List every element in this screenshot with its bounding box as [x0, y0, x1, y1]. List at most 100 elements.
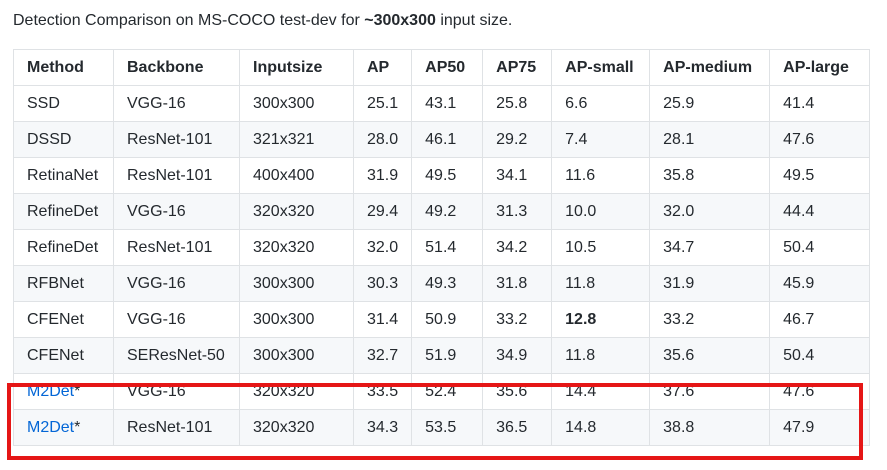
ap-large-cell: 50.4	[769, 337, 871, 374]
ap-cell: 30.3	[352, 265, 413, 302]
table-row: M2Det* VGG-16 320x320 33.5 52.4 35.6 14.4 37.6 4…	[13, 373, 871, 410]
ap-small-cell: 11.8	[551, 337, 651, 374]
ap-cell: 32.7	[352, 337, 413, 374]
ap-medium-cell: 32.0	[649, 193, 771, 230]
backbone-cell: ResNet-101	[113, 157, 240, 194]
ap-large-cell: 47.9	[769, 409, 871, 446]
backbone-cell: VGG-16	[113, 301, 240, 338]
inputsize-cell: 300x300	[239, 85, 354, 122]
backbone-cell: ResNet-101	[113, 121, 240, 158]
method-name: DSSD	[27, 130, 72, 148]
ap-medium-cell: 38.8	[649, 409, 771, 446]
method-cell: CFENet	[13, 337, 114, 374]
ap-small-cell: 14.8	[551, 409, 651, 446]
method-cell: RFBNet	[13, 265, 114, 302]
ap-large-cell: 47.6	[769, 121, 871, 158]
ap-cell: 28.0	[352, 121, 413, 158]
inputsize-cell: 320x320	[239, 373, 354, 410]
ap50-cell: 50.9	[411, 301, 484, 338]
method-name: SSD	[27, 94, 60, 112]
backbone-cell: VGG-16	[113, 373, 240, 410]
ap-medium-cell: 35.8	[649, 157, 771, 194]
column-header: Method	[13, 49, 114, 86]
table-row: RFBNet VGG-16 300x300 30.3 49.3 31.8 11.8 31.9 4…	[13, 265, 871, 302]
inputsize-cell: 400x400	[239, 157, 354, 194]
column-header: AP	[352, 49, 413, 86]
column-header: Inputsize	[239, 49, 354, 86]
ap50-cell: 43.1	[411, 85, 484, 122]
inputsize-cell: 320x320	[239, 229, 354, 266]
table-row: M2Det* ResNet-101 320x320 34.3 53.5 36.5 14.8 3…	[13, 409, 871, 446]
ap75-cell: 35.6	[482, 373, 553, 410]
ap-small-cell: 10.0	[551, 193, 651, 230]
caption-input-size: ~300x300	[364, 12, 436, 29]
ap-large-cell: 41.4	[769, 85, 871, 122]
method-cell: M2Det*	[13, 373, 114, 410]
ap-medium-cell: 34.7	[649, 229, 771, 266]
column-header: AP-medium	[649, 49, 771, 86]
method-cell: RefineDet	[13, 229, 114, 266]
ap-cell: 25.1	[352, 85, 413, 122]
inputsize-cell: 320x320	[239, 193, 354, 230]
table-row: DSSD ResNet-101 321x321 28.0 46.1 29.2 7.4 28.1…	[13, 121, 871, 158]
ap75-cell: 36.5	[482, 409, 553, 446]
method-marker: *	[74, 382, 81, 400]
ap-small-cell: 11.6	[551, 157, 651, 194]
backbone-cell: SEResNet-50	[113, 337, 240, 374]
ap75-cell: 31.8	[482, 265, 553, 302]
backbone-cell: VGG-16	[113, 265, 240, 302]
method-cell: RefineDet	[13, 193, 114, 230]
method-cell: SSD	[13, 85, 114, 122]
table-caption: Detection Comparison on MS-COCO test-dev…	[13, 8, 512, 34]
method-cell: DSSD	[13, 121, 114, 158]
ap50-cell: 51.4	[411, 229, 484, 266]
ap75-cell: 34.2	[482, 229, 553, 266]
table-row: CFENet SEResNet-50 300x300 32.7 51.9 34.9 11.8…	[13, 337, 871, 374]
backbone-cell: VGG-16	[113, 85, 240, 122]
method-name: RefineDet	[27, 202, 99, 220]
method-name: CFENet	[27, 346, 84, 364]
ap-medium-cell: 31.9	[649, 265, 771, 302]
ap75-cell: 25.8	[482, 85, 553, 122]
ap-medium-cell: 33.2	[649, 301, 771, 338]
column-header: AP75	[482, 49, 553, 86]
column-header: AP-large	[769, 49, 871, 86]
table-row: RefineDet VGG-16 320x320 29.4 49.2 31.3 10.0 32…	[13, 193, 871, 230]
ap-cell: 32.0	[352, 229, 413, 266]
backbone-cell: VGG-16	[113, 193, 240, 230]
ap-small-cell: 6.6	[551, 85, 651, 122]
method-name: RFBNet	[27, 274, 84, 292]
ap-medium-cell: 37.6	[649, 373, 771, 410]
inputsize-cell: 321x321	[239, 121, 354, 158]
backbone-cell: ResNet-101	[113, 229, 240, 266]
ap-small-cell: 10.5	[551, 229, 651, 266]
column-header: AP-small	[551, 49, 651, 86]
ap-small-cell: 11.8	[551, 265, 651, 302]
ap50-cell: 52.4	[411, 373, 484, 410]
method-link[interactable]: M2Det	[27, 382, 75, 400]
ap50-cell: 49.3	[411, 265, 484, 302]
inputsize-cell: 300x300	[239, 301, 354, 338]
method-cell: RetinaNet	[13, 157, 114, 194]
ap-large-cell: 47.6	[769, 373, 871, 410]
ap-cell: 33.5	[352, 373, 413, 410]
ap-small-cell: 14.4	[551, 373, 651, 410]
inputsize-cell: 300x300	[239, 265, 354, 302]
table-row: CFENet VGG-16 300x300 31.4 50.9 33.2 12.8 33.2 4…	[13, 301, 871, 338]
ap-medium-cell: 25.9	[649, 85, 771, 122]
ap-small-cell: 7.4	[551, 121, 651, 158]
table-row: SSD VGG-16 300x300 25.1 43.1 25.8 6.6 25.9 41.4	[13, 85, 871, 122]
column-header: Backbone	[113, 49, 240, 86]
ap50-cell: 49.2	[411, 193, 484, 230]
column-header: AP50	[411, 49, 484, 86]
method-link[interactable]: M2Det	[27, 418, 75, 436]
table-row: RetinaNet ResNet-101 400x400 31.9 49.5 34.1 11…	[13, 157, 871, 194]
ap50-cell: 46.1	[411, 121, 484, 158]
ap-large-cell: 49.5	[769, 157, 871, 194]
ap-large-cell: 46.7	[769, 301, 871, 338]
backbone-cell: ResNet-101	[113, 409, 240, 446]
ap-large-cell: 45.9	[769, 265, 871, 302]
ap-cell: 34.3	[352, 409, 413, 446]
ap-cell: 29.4	[352, 193, 413, 230]
method-name: RefineDet	[27, 238, 99, 256]
